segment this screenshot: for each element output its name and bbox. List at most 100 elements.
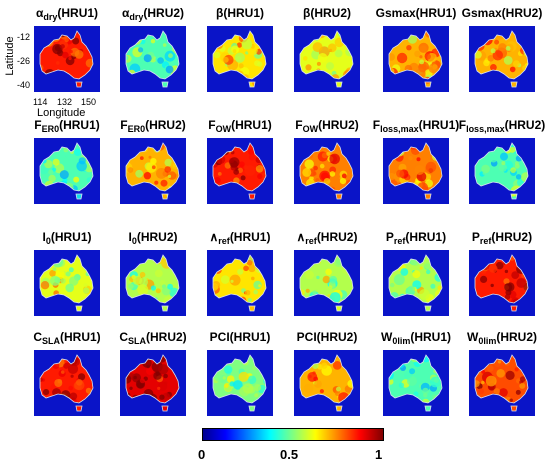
panel-title-sub: ref (479, 236, 492, 246)
panel-title: FOW(HRU1) (195, 115, 285, 135)
value-patch (70, 374, 74, 378)
panel-title-main: ∧ (296, 230, 306, 244)
value-patch (480, 275, 488, 283)
australia-map (34, 350, 100, 416)
value-patch (428, 63, 439, 74)
y-tick-label: -26 (17, 56, 31, 66)
value-patch (60, 44, 65, 49)
value-patch (143, 54, 152, 63)
australia-map (294, 350, 360, 416)
panel-title-sub: dry (129, 12, 144, 22)
value-patch (240, 175, 246, 181)
australia-map (207, 26, 273, 92)
panel-title-tail: (HRU2) (310, 6, 351, 20)
coastline (39, 354, 94, 412)
value-patch (248, 264, 256, 273)
panel-title-main: W (380, 330, 393, 344)
value-patch (497, 360, 502, 364)
australia-map (120, 26, 186, 92)
value-patch (167, 174, 172, 178)
australia-map (469, 250, 535, 316)
value-patch (503, 56, 513, 65)
panel-title-sub: loss,max (466, 124, 505, 134)
value-patch (238, 371, 249, 382)
australia-map (469, 350, 535, 416)
panel-title-main: F (458, 118, 467, 132)
panel-title: β(HRU2) (282, 3, 372, 23)
value-patch (126, 374, 132, 384)
value-patch (412, 270, 421, 279)
value-patch (393, 274, 405, 286)
value-patch (305, 288, 310, 293)
panel-title: W0lim(HRU2) (457, 327, 547, 347)
australia-map (120, 138, 186, 204)
value-patch (316, 61, 321, 66)
panel-title: CSLA(HRU1) (22, 327, 112, 347)
value-patch (139, 271, 146, 278)
value-patch (342, 55, 346, 59)
value-patch (248, 153, 256, 161)
value-patch (509, 398, 513, 402)
value-patch (504, 363, 512, 371)
value-patch (164, 166, 171, 173)
land-mass (40, 355, 93, 411)
value-patch (139, 156, 144, 160)
coastline (474, 142, 529, 200)
value-patch (159, 280, 166, 286)
value-patch (60, 278, 66, 284)
value-patch (157, 386, 161, 390)
value-patch (400, 268, 409, 276)
value-patch (303, 56, 308, 61)
value-patch (329, 153, 340, 165)
value-patch (487, 55, 495, 62)
value-patch (149, 67, 154, 72)
value-patch (165, 65, 174, 74)
value-patch (156, 168, 167, 179)
panel-title-main: F (208, 118, 216, 132)
value-patch (135, 169, 144, 178)
australia-map (383, 138, 449, 204)
coastline (39, 30, 94, 88)
value-patch (160, 179, 168, 187)
value-patch (335, 49, 343, 57)
panel-title-sub: OW (302, 124, 319, 134)
value-patch (74, 50, 84, 59)
value-patch (168, 53, 173, 59)
panel-title-tail: (HRU2) (143, 6, 185, 20)
value-patch (519, 376, 526, 382)
panel-title-main: F (34, 118, 42, 132)
value-patch (62, 156, 69, 163)
australia-map (383, 350, 449, 416)
value-patch (419, 59, 425, 65)
australia-map (207, 350, 273, 416)
value-patch (68, 385, 73, 391)
value-patch (261, 172, 266, 180)
value-patch (164, 158, 173, 167)
value-patch (505, 46, 511, 51)
value-patch (234, 52, 245, 63)
value-patch (242, 383, 254, 394)
value-patch (408, 156, 413, 161)
value-patch (213, 177, 221, 184)
value-patch (40, 281, 50, 290)
value-patch (481, 380, 485, 385)
value-patch (493, 388, 500, 395)
panel-title-main: F (120, 118, 128, 132)
value-patch (214, 373, 223, 382)
value-patch (43, 389, 50, 396)
value-patch (317, 53, 328, 63)
value-patch (72, 37, 80, 45)
value-patch (478, 388, 485, 395)
value-patch (418, 42, 429, 53)
coastline (125, 254, 180, 312)
value-patch (67, 363, 79, 374)
panel-title-tail: (HRU1) (60, 330, 101, 344)
value-patch (52, 43, 63, 55)
value-patch (148, 155, 152, 159)
coastline (299, 142, 354, 200)
value-patch (341, 173, 347, 179)
australia-map (383, 26, 449, 92)
value-patch (316, 275, 320, 280)
value-patch (334, 390, 341, 396)
value-patch (504, 269, 509, 274)
